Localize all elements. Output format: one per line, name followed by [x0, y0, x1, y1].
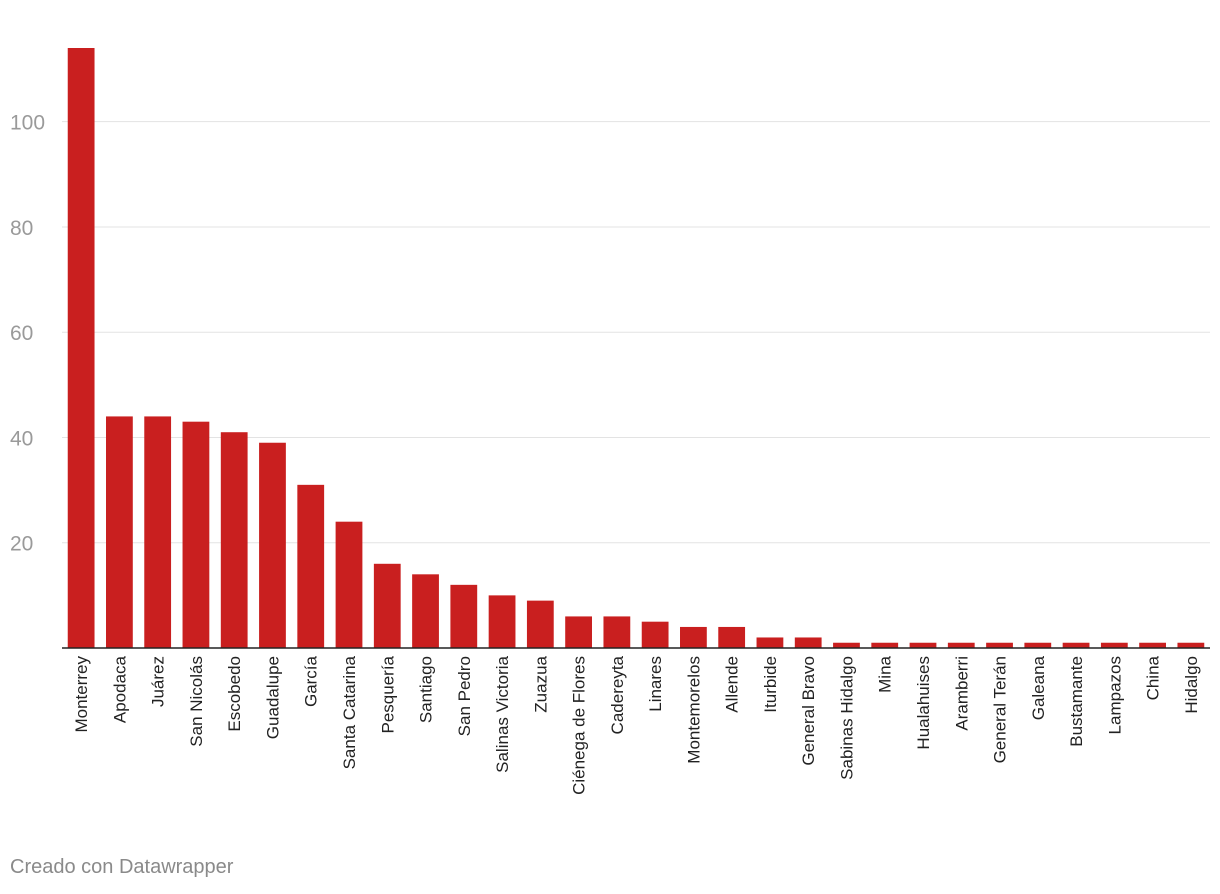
x-tick-label: Allende	[723, 656, 742, 713]
bar	[106, 416, 133, 648]
bar	[756, 637, 784, 648]
x-tick-label: Monterrey	[72, 656, 91, 733]
x-tick-label: Linares	[646, 656, 665, 712]
x-tick-label: Hidalgo	[1182, 656, 1201, 714]
x-tick-label: Mina	[876, 655, 895, 692]
bar	[1177, 642, 1205, 648]
x-tick-label: Hualahuises	[914, 656, 933, 750]
x-tick-label: Iturbide	[761, 656, 780, 713]
x-tick-label: Cadereyta	[608, 655, 627, 734]
bar	[718, 626, 746, 648]
bar	[67, 48, 95, 648]
bar	[373, 563, 401, 648]
x-tick-label: China	[1144, 655, 1163, 700]
bar	[182, 421, 210, 648]
x-tick-label: Ciénega de Flores	[570, 656, 589, 795]
x-tick-label: Zuazua	[531, 655, 550, 712]
x-tick-label: Apodaca	[110, 655, 129, 723]
bar	[1062, 642, 1090, 648]
y-tick-label: 20	[10, 533, 33, 556]
x-tick-label: Juárez	[149, 656, 168, 707]
bar	[947, 642, 975, 648]
x-tick-label: García	[302, 655, 321, 707]
x-tick-label: Santiago	[417, 656, 436, 723]
x-tick-label: General Bravo	[799, 656, 818, 766]
bar	[1100, 642, 1128, 648]
bar	[297, 484, 325, 648]
bar	[259, 442, 286, 648]
bar	[450, 584, 478, 648]
x-tick-label: Sabinas Hidalgo	[837, 656, 856, 780]
bar	[412, 574, 439, 648]
bar	[335, 521, 363, 648]
y-tick-label: 80	[10, 217, 33, 240]
bars	[67, 48, 1205, 648]
bar	[641, 621, 669, 648]
bar	[794, 637, 822, 648]
x-tick-label: Santa Catarina	[340, 655, 359, 769]
bar	[833, 642, 860, 648]
bar	[603, 616, 631, 648]
y-tick-label: 60	[10, 322, 33, 345]
bar	[1139, 642, 1166, 648]
x-tick-label: Lampazos	[1105, 656, 1124, 734]
x-tick-label: Montemorelos	[684, 656, 703, 764]
bar	[986, 642, 1013, 648]
x-tick-label: Guadalupe	[263, 656, 282, 739]
y-tick-label: 40	[10, 427, 33, 450]
x-tick-label: Escobedo	[225, 656, 244, 732]
bar	[1024, 642, 1052, 648]
y-axis-ticks: 20 40 60 80 100	[10, 112, 45, 556]
x-tick-label: San Nicolás	[187, 656, 206, 747]
x-tick-label: Salinas Victoria	[493, 655, 512, 772]
x-tick-label: Bustamante	[1067, 656, 1086, 747]
x-tick-label: Pesquería	[378, 655, 397, 733]
bar	[220, 432, 248, 648]
y-tick-label: 100	[10, 112, 45, 135]
x-tick-label: San Pedro	[455, 656, 474, 736]
bar	[526, 600, 554, 648]
x-tick-label: Galeana	[1029, 655, 1048, 720]
x-tick-label: Aramberri	[952, 656, 971, 731]
bar	[565, 616, 592, 648]
grid-layer	[62, 121, 1210, 544]
bar	[488, 595, 516, 648]
bar	[144, 416, 172, 648]
bar	[871, 642, 899, 648]
bar	[680, 626, 707, 648]
credit-text: Creado con Datawrapper	[10, 856, 234, 878]
x-axis-ticks: Monterrey Apodaca Juárez San Nicolás Escobed…	[72, 655, 1201, 794]
bar	[909, 642, 937, 648]
x-tick-label: General Terán	[991, 656, 1010, 763]
